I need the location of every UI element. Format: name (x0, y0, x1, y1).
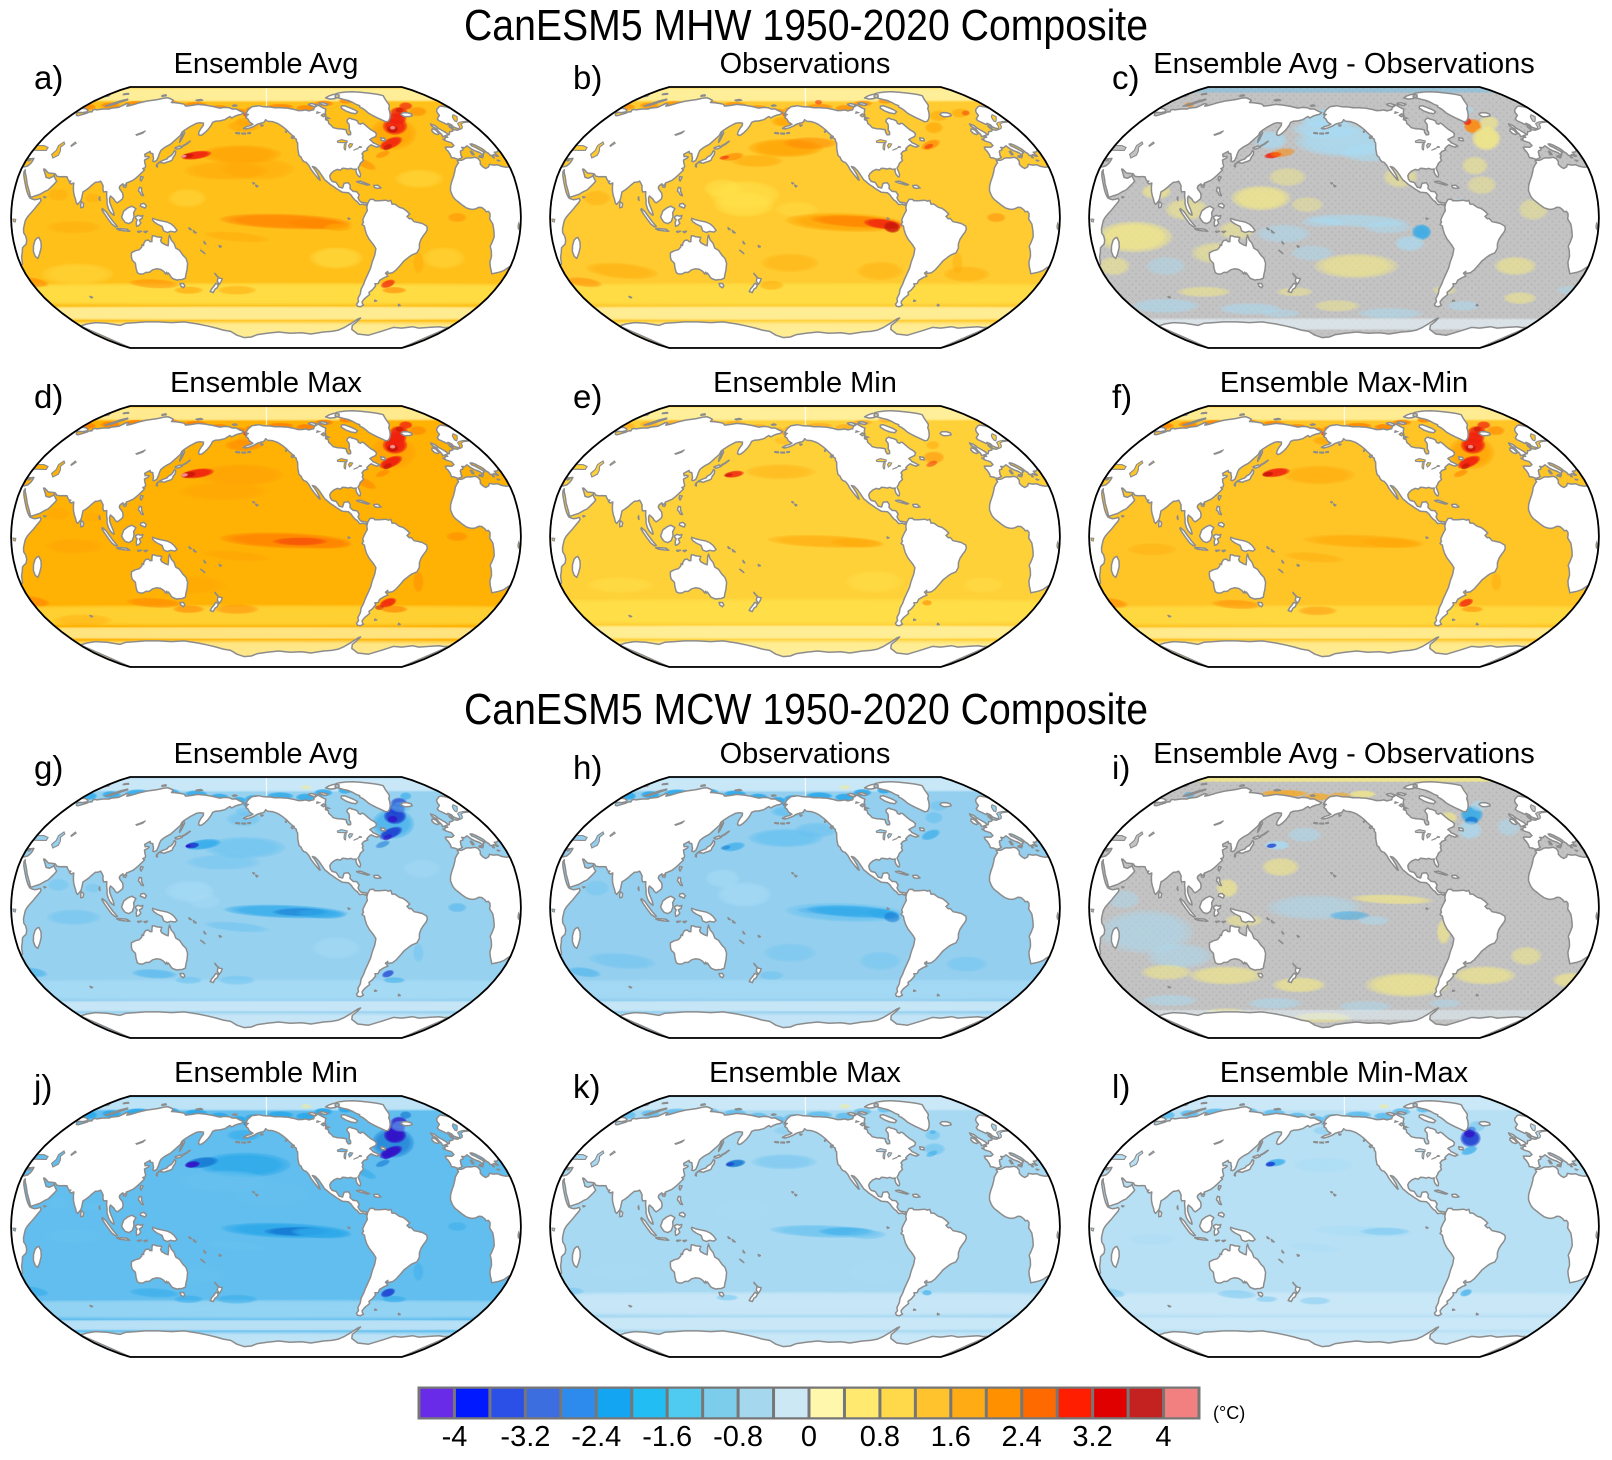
svg-text:e): e) (573, 378, 602, 415)
svg-text:0: 0 (801, 1421, 817, 1453)
svg-text:b): b) (573, 59, 602, 96)
svg-text:j): j) (33, 1068, 52, 1105)
svg-text:-0.8: -0.8 (713, 1421, 763, 1453)
svg-text:CanESM5 MHW 1950-2020 Composit: CanESM5 MHW 1950-2020 Composite (464, 1, 1148, 50)
svg-text:3.2: 3.2 (1072, 1421, 1112, 1453)
svg-text:CanESM5 MCW 1950-2020 Composit: CanESM5 MCW 1950-2020 Composite (464, 685, 1148, 734)
svg-text:Ensemble Avg - Observations: Ensemble Avg - Observations (1153, 48, 1535, 80)
svg-text:Ensemble Avg - Observations: Ensemble Avg - Observations (1153, 738, 1535, 770)
svg-text:l): l) (1112, 1068, 1130, 1105)
svg-text:i): i) (1112, 749, 1130, 786)
svg-text:-3.2: -3.2 (500, 1421, 550, 1453)
svg-text:0.8: 0.8 (860, 1421, 900, 1453)
svg-text:Ensemble Max: Ensemble Max (709, 1057, 901, 1089)
svg-text:Ensemble Max-Min: Ensemble Max-Min (1220, 367, 1468, 399)
svg-text:Ensemble Min: Ensemble Min (174, 1057, 358, 1089)
svg-text:4: 4 (1155, 1421, 1171, 1453)
svg-text:2.4: 2.4 (1002, 1421, 1042, 1453)
svg-text:Ensemble Max: Ensemble Max (170, 367, 362, 399)
svg-text:f): f) (1112, 378, 1132, 415)
svg-text:d): d) (34, 378, 63, 415)
svg-text:Observations: Observations (720, 48, 891, 80)
svg-text:Ensemble Min: Ensemble Min (713, 367, 897, 399)
svg-text:Ensemble Min-Max: Ensemble Min-Max (1220, 1057, 1469, 1089)
svg-text:-2.4: -2.4 (571, 1421, 621, 1453)
svg-text:c): c) (1112, 59, 1140, 96)
svg-text:k): k) (573, 1068, 601, 1105)
svg-text:1.6: 1.6 (931, 1421, 971, 1453)
svg-text:-1.6: -1.6 (642, 1421, 692, 1453)
svg-text:Observations: Observations (720, 738, 891, 770)
svg-text:g): g) (34, 749, 63, 786)
svg-text:h): h) (573, 749, 602, 786)
svg-text:a): a) (34, 59, 63, 96)
svg-text:-4: -4 (442, 1421, 468, 1453)
svg-text:Ensemble Avg: Ensemble Avg (174, 48, 359, 80)
svg-text:(°C): (°C) (1213, 1403, 1245, 1423)
svg-text:Ensemble Avg: Ensemble Avg (174, 738, 359, 770)
